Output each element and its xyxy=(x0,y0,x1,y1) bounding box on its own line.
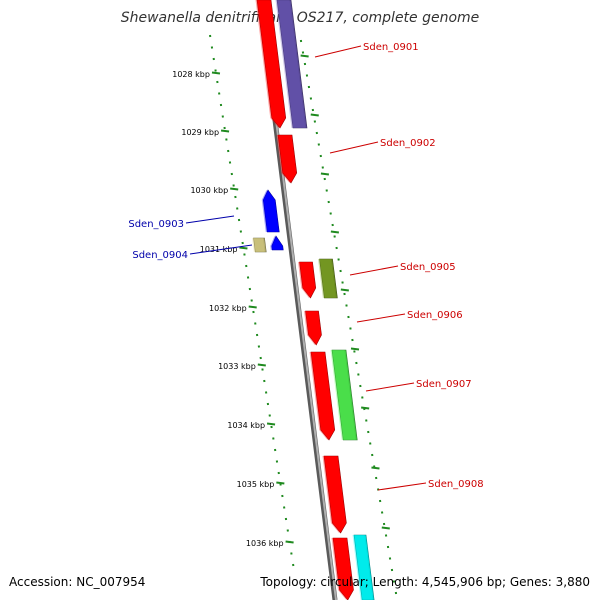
gene-arrow xyxy=(298,261,317,299)
gene-label: Sden_0907 xyxy=(416,379,472,390)
gene-label: Sden_0904 xyxy=(132,250,188,261)
feature-bar-shine xyxy=(352,535,373,600)
gene-label: Sden_0905 xyxy=(400,262,456,273)
gene-arrow-body xyxy=(271,235,284,251)
gene-arrow-shine xyxy=(261,190,278,232)
feature-track xyxy=(252,0,375,600)
major-tick xyxy=(239,246,248,250)
major-tick xyxy=(230,187,239,191)
major-tick xyxy=(381,526,390,530)
gene-label-leader xyxy=(365,382,415,392)
gene-label-leader xyxy=(189,244,253,255)
scale-label: 1035 kbp xyxy=(237,480,275,489)
gene-arrow-body xyxy=(277,134,298,184)
gene-arrow-shine xyxy=(309,352,334,440)
gene-label: Sden_0902 xyxy=(380,138,436,149)
gene-label: Sden_0903 xyxy=(128,219,184,230)
gene-arrow-body xyxy=(323,455,347,534)
feature-bar-body xyxy=(331,349,358,441)
scale-label: 1030 kbp xyxy=(190,186,228,195)
gene-arrow-shine xyxy=(331,538,352,600)
feature-bar-shine xyxy=(330,350,356,440)
gene-label: Sden_0901 xyxy=(363,42,419,53)
scale-label: 1029 kbp xyxy=(181,128,219,137)
gene-arrow-body xyxy=(262,189,280,233)
feature-bar-body xyxy=(276,0,308,129)
gene-arrow-shine xyxy=(304,311,320,345)
gene-label-leader xyxy=(377,482,427,491)
feature-bar-shine xyxy=(275,0,306,128)
scale-label: 1032 kbp xyxy=(209,304,247,313)
gene-arrow-shine xyxy=(298,262,315,298)
major-tick xyxy=(248,305,257,309)
scale-label: 1028 kbp xyxy=(172,70,210,79)
major-tick xyxy=(285,540,294,544)
gene-arrow xyxy=(255,0,287,129)
gene-arrow xyxy=(331,537,354,600)
feature-bar xyxy=(275,0,308,129)
gene-track xyxy=(255,0,354,600)
scale-label: 1033 kbp xyxy=(218,362,256,371)
major-tick xyxy=(300,54,309,58)
gene-arrow-shine xyxy=(270,236,282,250)
feature-bar-shine xyxy=(252,238,265,252)
gene-label-leader xyxy=(329,141,379,154)
gene-arrow-shine xyxy=(255,0,285,128)
gene-arrow-body xyxy=(332,537,354,600)
gene-arrow-body xyxy=(310,351,336,441)
gene-arrow xyxy=(261,189,280,233)
gene-label-leader xyxy=(314,45,362,58)
gene-arrow-body xyxy=(305,310,322,346)
feature-bar xyxy=(252,237,267,253)
major-tick xyxy=(211,71,221,75)
feature-bar xyxy=(352,534,375,600)
major-tick xyxy=(276,481,285,485)
gene-label-leader xyxy=(349,265,399,276)
feature-bar-body xyxy=(253,237,267,253)
gene-arrow xyxy=(270,235,284,251)
gene-arrow xyxy=(309,351,336,441)
gene-label: Sden_0906 xyxy=(407,310,463,321)
major-tick xyxy=(350,347,360,351)
major-tick xyxy=(340,288,349,292)
gene-arrow xyxy=(304,310,322,346)
gene-arrow-shine xyxy=(322,456,345,533)
inner-tick-track xyxy=(299,39,398,595)
feature-bar xyxy=(330,349,358,441)
scale-label: 1034 kbp xyxy=(227,421,265,430)
major-tick xyxy=(371,466,380,470)
accession-text: Accession: NC_007954 xyxy=(9,575,146,589)
major-tick xyxy=(257,363,266,367)
feature-bar-shine xyxy=(318,259,336,298)
major-tick xyxy=(310,113,319,117)
outer-tick-track xyxy=(209,34,295,567)
gene-arrow-body xyxy=(256,0,287,129)
gene-label-leader xyxy=(185,215,235,224)
gene-arrow xyxy=(276,134,298,184)
gene-label-leader xyxy=(356,313,406,323)
scale-label: 1036 kbp xyxy=(246,539,284,548)
gene-arrow-body xyxy=(299,261,317,299)
gene-arrow xyxy=(322,455,347,534)
genome-summary-text: Topology: circular; Length: 4,545,906 bp… xyxy=(260,575,590,589)
major-tick xyxy=(220,129,230,133)
gene-labels: Sden_0901 Sden_0902 Sden_0903 Sden_0904 Sden… xyxy=(128,42,484,491)
major-tick xyxy=(361,406,370,410)
map-title: Shewanella denitrificans OS217, complete… xyxy=(120,10,480,26)
major-tick xyxy=(320,172,330,176)
feature-bar-body xyxy=(353,534,375,600)
major-tick xyxy=(330,230,340,234)
gene-label: Sden_0908 xyxy=(428,479,484,490)
gene-arrow-shine xyxy=(276,135,296,183)
major-tick xyxy=(266,422,276,426)
feature-bar xyxy=(318,258,338,299)
feature-bar-body xyxy=(319,258,338,299)
